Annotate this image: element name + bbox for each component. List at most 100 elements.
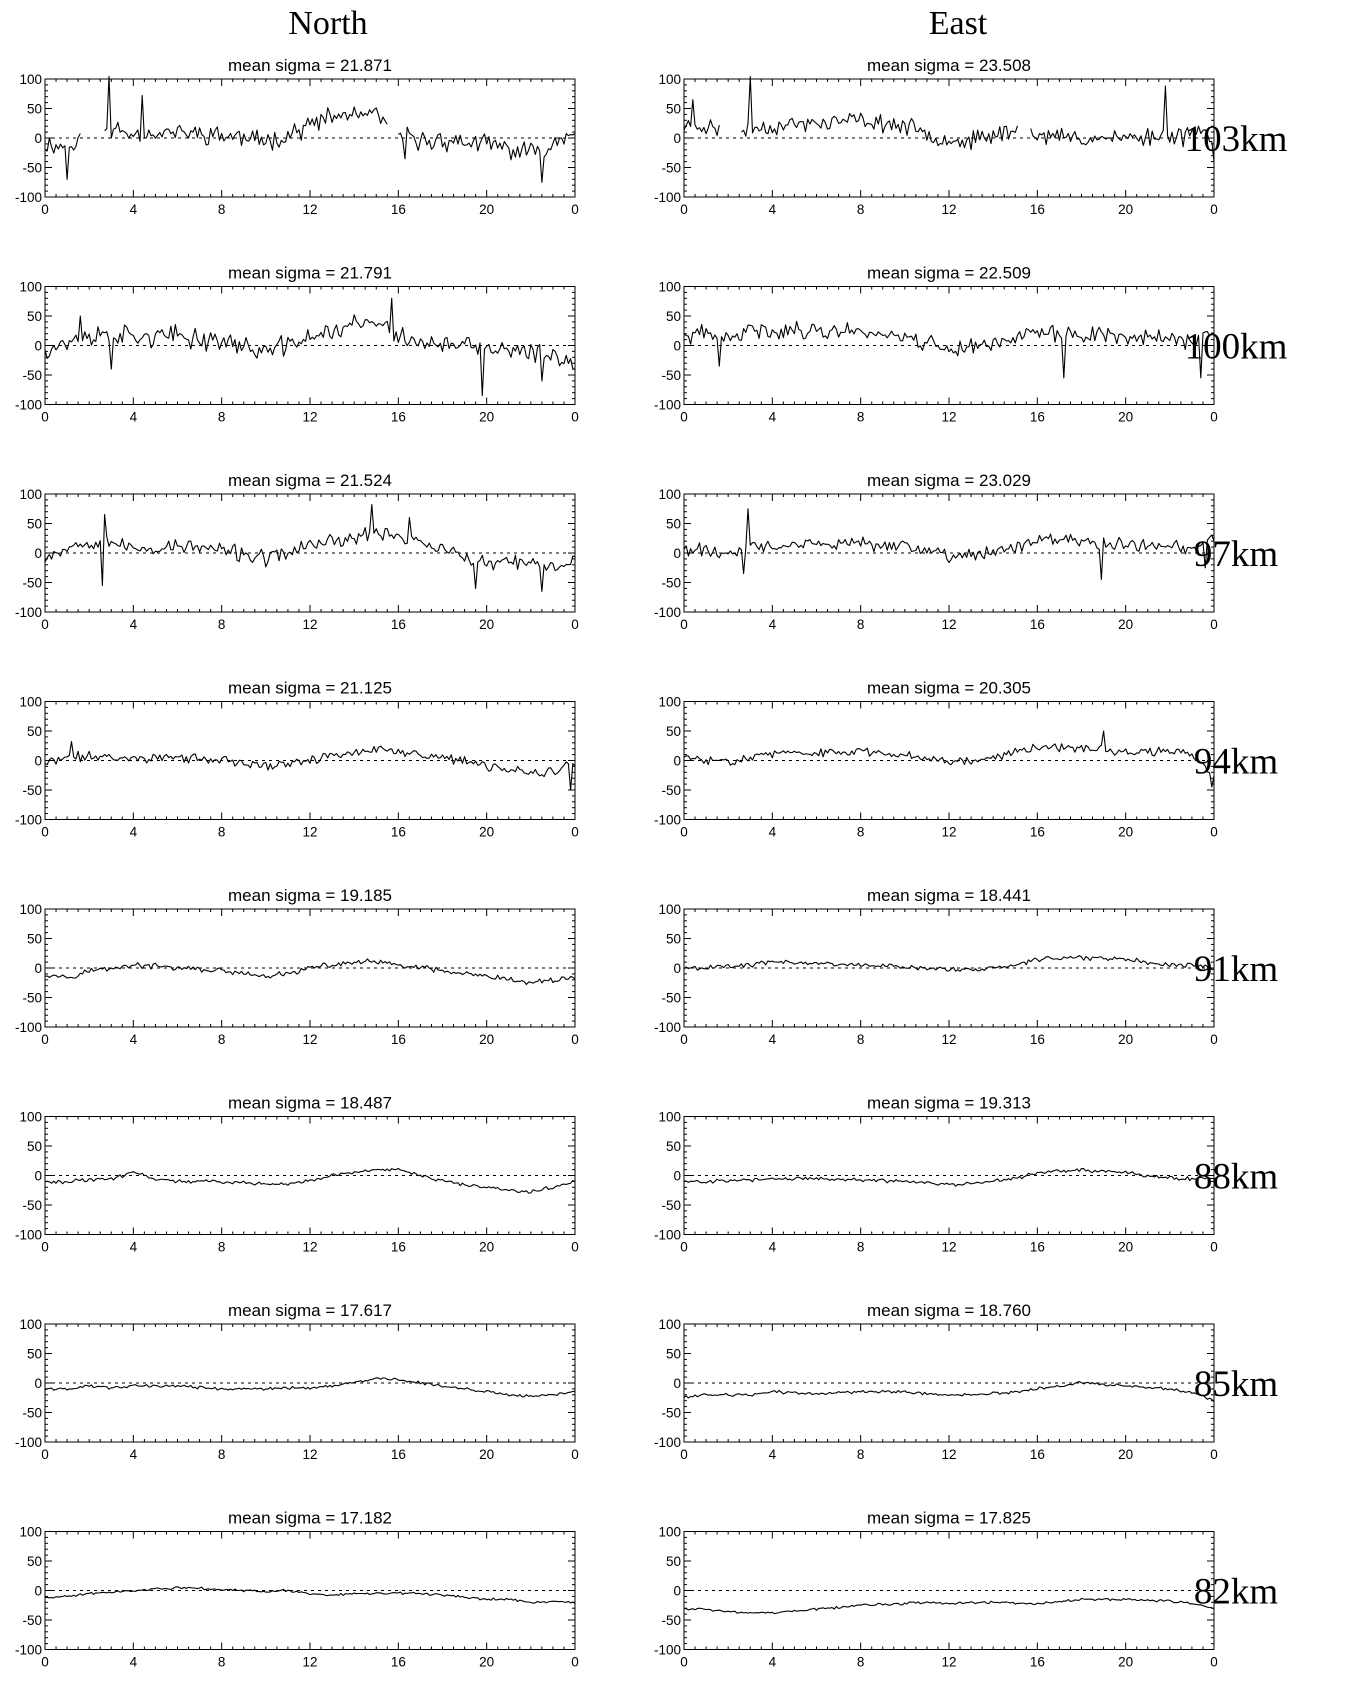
panel-title: mean sigma = 17.182 <box>228 1509 392 1528</box>
altitude-label: 100km <box>1185 327 1288 368</box>
x-tick-label: 0 <box>571 825 579 840</box>
panel-title: mean sigma = 21.791 <box>228 264 392 283</box>
panel-title: mean sigma = 21.125 <box>228 679 392 698</box>
x-tick-label: 4 <box>130 617 138 632</box>
y-tick-label: 50 <box>666 1139 681 1154</box>
y-tick-label: -50 <box>22 991 42 1006</box>
x-tick-label: 4 <box>130 1447 138 1462</box>
y-tick-label: 50 <box>27 1554 42 1569</box>
x-tick-label: 16 <box>391 825 406 840</box>
x-tick-label: 8 <box>857 1655 865 1670</box>
panel-title: mean sigma = 17.617 <box>228 1301 392 1320</box>
y-tick-label: 0 <box>34 131 42 146</box>
y-tick-label: 100 <box>658 695 681 710</box>
series-line <box>44 1377 576 1398</box>
altitude-label: 97km <box>1194 534 1279 575</box>
y-tick-label: -100 <box>15 605 42 620</box>
x-tick-label: 16 <box>391 1655 406 1670</box>
y-tick-label: 0 <box>673 1376 681 1391</box>
x-tick-label: 8 <box>857 617 865 632</box>
x-tick-label: 0 <box>1210 1655 1218 1670</box>
y-tick-label: 100 <box>658 487 681 502</box>
x-tick-label: 12 <box>941 410 956 425</box>
x-tick-label: 16 <box>1030 1240 1045 1255</box>
x-tick-label: 12 <box>302 410 317 425</box>
y-tick-label: -100 <box>654 1020 681 1035</box>
panel-title: mean sigma = 20.305 <box>867 679 1031 698</box>
series-line <box>44 958 576 986</box>
x-tick-label: 0 <box>41 617 49 632</box>
panel-title: mean sigma = 19.313 <box>867 1094 1031 1113</box>
x-tick-label: 0 <box>571 202 579 217</box>
x-tick-label: 12 <box>302 1655 317 1670</box>
x-tick-label: 12 <box>941 1447 956 1462</box>
y-tick-label: 100 <box>658 72 681 87</box>
x-tick-label: 8 <box>857 202 865 217</box>
x-tick-label: 4 <box>769 1240 777 1255</box>
x-tick-label: 0 <box>680 1032 688 1047</box>
panel-title: mean sigma = 23.029 <box>867 471 1031 490</box>
y-tick-label: 0 <box>34 754 42 769</box>
series-line <box>44 504 576 592</box>
x-tick-label: 4 <box>130 1655 138 1670</box>
panel-title: mean sigma = 18.760 <box>867 1301 1031 1320</box>
x-tick-label: 8 <box>218 1447 226 1462</box>
x-tick-label: 20 <box>1118 1240 1133 1255</box>
x-tick-label: 4 <box>769 202 777 217</box>
y-tick-label: -50 <box>661 1198 681 1213</box>
y-tick-label: -50 <box>661 783 681 798</box>
x-tick-label: 4 <box>769 1655 777 1670</box>
x-tick-label: 12 <box>302 1032 317 1047</box>
y-tick-label: 0 <box>34 546 42 561</box>
y-tick-label: -50 <box>22 1406 42 1421</box>
x-tick-label: 4 <box>130 202 138 217</box>
y-tick-label: -50 <box>22 576 42 591</box>
series-line <box>683 1381 1215 1403</box>
x-tick-label: 20 <box>1118 1655 1133 1670</box>
y-tick-label: 100 <box>658 1525 681 1540</box>
y-tick-label: -100 <box>15 1435 42 1450</box>
x-tick-label: 0 <box>680 825 688 840</box>
x-tick-label: 12 <box>941 1240 956 1255</box>
y-tick-label: 100 <box>19 1110 42 1125</box>
x-tick-label: 16 <box>391 1240 406 1255</box>
x-tick-label: 0 <box>41 410 49 425</box>
x-tick-label: 0 <box>1210 202 1218 217</box>
x-tick-label: 8 <box>857 410 865 425</box>
y-tick-label: -50 <box>661 368 681 383</box>
x-tick-label: 16 <box>1030 617 1045 632</box>
y-tick-label: -100 <box>654 1228 681 1243</box>
x-tick-label: 20 <box>479 617 494 632</box>
y-tick-label: -100 <box>15 1228 42 1243</box>
x-tick-label: 0 <box>41 825 49 840</box>
y-tick-label: 0 <box>673 1584 681 1599</box>
x-tick-label: 16 <box>1030 1655 1045 1670</box>
x-tick-label: 0 <box>571 1032 579 1047</box>
x-tick-label: 20 <box>1118 825 1133 840</box>
y-tick-label: -100 <box>654 1643 681 1658</box>
x-tick-label: 20 <box>1118 202 1133 217</box>
series-line <box>44 297 576 397</box>
panel-title: mean sigma = 21.871 <box>228 56 392 75</box>
y-tick-label: 100 <box>658 1110 681 1125</box>
y-tick-label: -50 <box>22 783 42 798</box>
panel-title: mean sigma = 18.441 <box>867 886 1031 905</box>
y-tick-label: 50 <box>27 1139 42 1154</box>
y-tick-label: -50 <box>22 161 42 176</box>
x-tick-label: 20 <box>479 1655 494 1670</box>
x-tick-label: 4 <box>130 825 138 840</box>
y-tick-label: -50 <box>661 991 681 1006</box>
altitude-label: 103km <box>1185 119 1288 160</box>
x-tick-label: 16 <box>391 202 406 217</box>
series-line <box>44 1586 576 1604</box>
x-tick-label: 12 <box>302 1240 317 1255</box>
y-tick-label: 100 <box>19 487 42 502</box>
y-tick-label: 0 <box>34 1169 42 1184</box>
